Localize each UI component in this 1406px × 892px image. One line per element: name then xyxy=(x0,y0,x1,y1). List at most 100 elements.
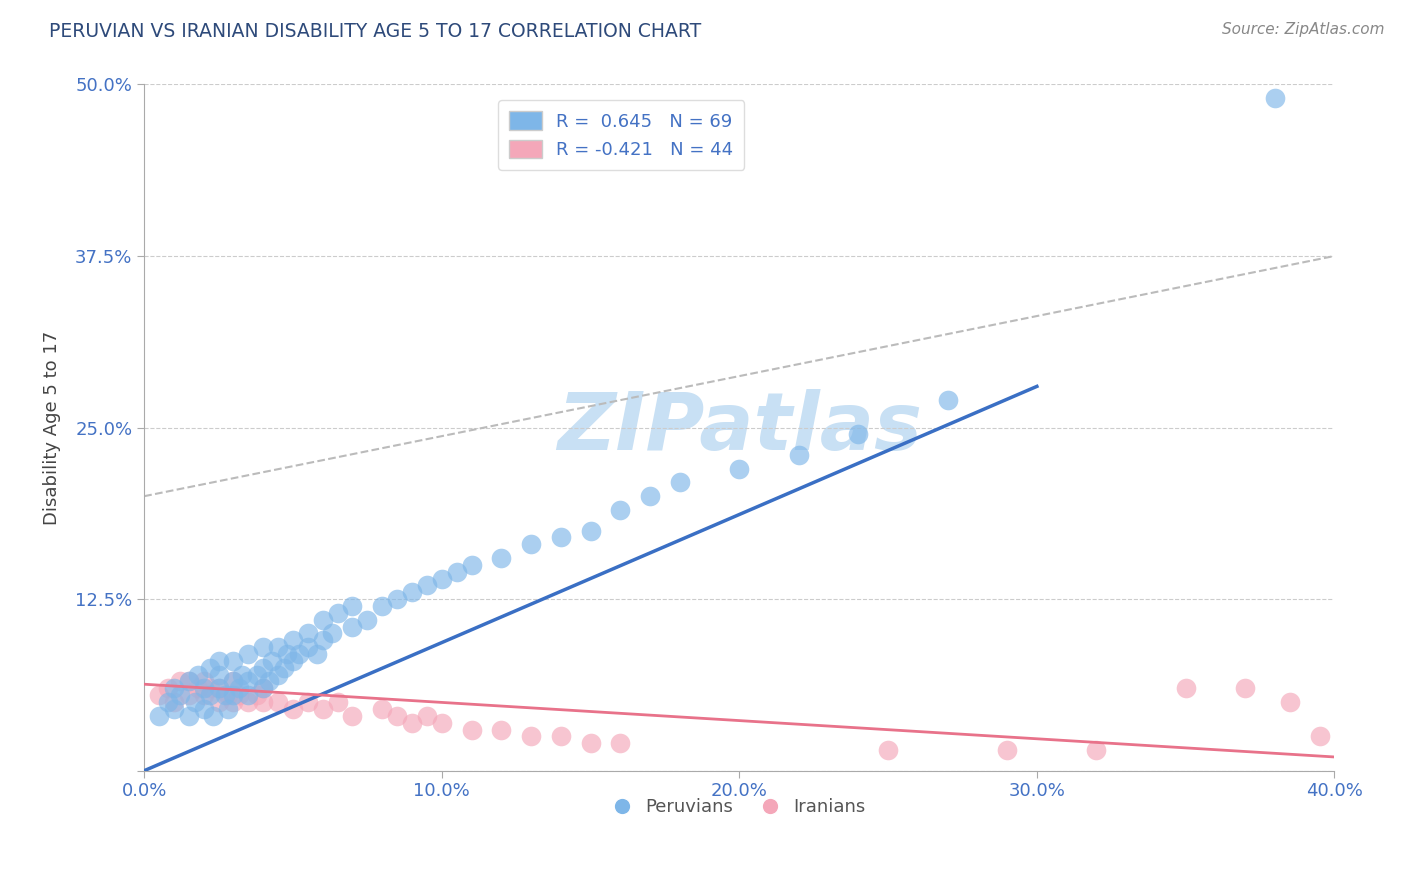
Point xyxy=(217,702,239,716)
Point xyxy=(936,393,959,408)
Point xyxy=(326,695,349,709)
Point xyxy=(342,619,364,633)
Point xyxy=(430,715,453,730)
Point xyxy=(1264,91,1286,105)
Point xyxy=(267,695,290,709)
Point xyxy=(198,661,221,675)
Point xyxy=(222,674,245,689)
Point xyxy=(550,530,572,544)
Point xyxy=(326,606,349,620)
Legend: Peruvians, Iranians: Peruvians, Iranians xyxy=(606,791,873,823)
Point xyxy=(312,702,335,716)
Y-axis label: Disability Age 5 to 17: Disability Age 5 to 17 xyxy=(44,330,60,524)
Point xyxy=(163,695,186,709)
Point xyxy=(246,667,269,681)
Point xyxy=(222,674,245,689)
Point xyxy=(1234,681,1257,696)
Point xyxy=(207,695,229,709)
Point xyxy=(1309,730,1331,744)
Point xyxy=(228,681,250,696)
Point xyxy=(156,695,179,709)
Point xyxy=(222,688,245,702)
Point xyxy=(238,695,260,709)
Point xyxy=(201,708,224,723)
Point xyxy=(312,613,335,627)
Point xyxy=(356,613,378,627)
Point xyxy=(252,681,274,696)
Point xyxy=(238,688,260,702)
Point xyxy=(252,695,274,709)
Point xyxy=(416,708,439,723)
Point xyxy=(1278,695,1301,709)
Point xyxy=(177,674,200,689)
Point xyxy=(728,461,751,475)
Point xyxy=(460,723,482,737)
Point xyxy=(416,578,439,592)
Point xyxy=(262,654,284,668)
Point xyxy=(193,674,215,689)
Point xyxy=(238,647,260,661)
Point xyxy=(187,667,209,681)
Point xyxy=(281,702,304,716)
Point xyxy=(148,688,170,702)
Point xyxy=(198,681,221,696)
Point xyxy=(177,688,200,702)
Point xyxy=(579,524,602,538)
Point xyxy=(273,661,295,675)
Point xyxy=(193,681,215,696)
Point xyxy=(385,592,408,607)
Point xyxy=(184,695,207,709)
Point xyxy=(520,537,543,551)
Point xyxy=(460,558,482,572)
Point xyxy=(281,633,304,648)
Point xyxy=(297,626,319,640)
Text: PERUVIAN VS IRANIAN DISABILITY AGE 5 TO 17 CORRELATION CHART: PERUVIAN VS IRANIAN DISABILITY AGE 5 TO … xyxy=(49,22,702,41)
Point xyxy=(288,647,311,661)
Point xyxy=(214,688,236,702)
Point xyxy=(193,688,215,702)
Point xyxy=(257,674,280,689)
Point xyxy=(385,708,408,723)
Point xyxy=(371,702,394,716)
Point xyxy=(276,647,298,661)
Point xyxy=(163,702,186,716)
Point xyxy=(1085,743,1108,757)
Point xyxy=(207,681,229,696)
Point xyxy=(177,674,200,689)
Point xyxy=(321,626,343,640)
Point xyxy=(163,681,186,696)
Point xyxy=(169,674,191,689)
Point xyxy=(550,730,572,744)
Point xyxy=(252,681,274,696)
Point xyxy=(446,565,468,579)
Point xyxy=(305,647,328,661)
Point xyxy=(246,688,269,702)
Point xyxy=(297,640,319,655)
Point xyxy=(669,475,692,490)
Text: Source: ZipAtlas.com: Source: ZipAtlas.com xyxy=(1222,22,1385,37)
Point xyxy=(156,681,179,696)
Point xyxy=(342,599,364,613)
Point xyxy=(169,688,191,702)
Point xyxy=(207,654,229,668)
Point xyxy=(267,667,290,681)
Point xyxy=(222,695,245,709)
Point xyxy=(877,743,900,757)
Point xyxy=(491,551,513,566)
Point xyxy=(281,654,304,668)
Point xyxy=(177,708,200,723)
Point xyxy=(148,708,170,723)
Point xyxy=(371,599,394,613)
Point xyxy=(401,585,423,599)
Point xyxy=(579,736,602,750)
Point xyxy=(491,723,513,737)
Point xyxy=(228,688,250,702)
Point xyxy=(267,640,290,655)
Point xyxy=(252,661,274,675)
Point xyxy=(217,688,239,702)
Point xyxy=(297,695,319,709)
Point xyxy=(430,572,453,586)
Point xyxy=(238,674,260,689)
Point xyxy=(638,489,661,503)
Point xyxy=(1174,681,1197,696)
